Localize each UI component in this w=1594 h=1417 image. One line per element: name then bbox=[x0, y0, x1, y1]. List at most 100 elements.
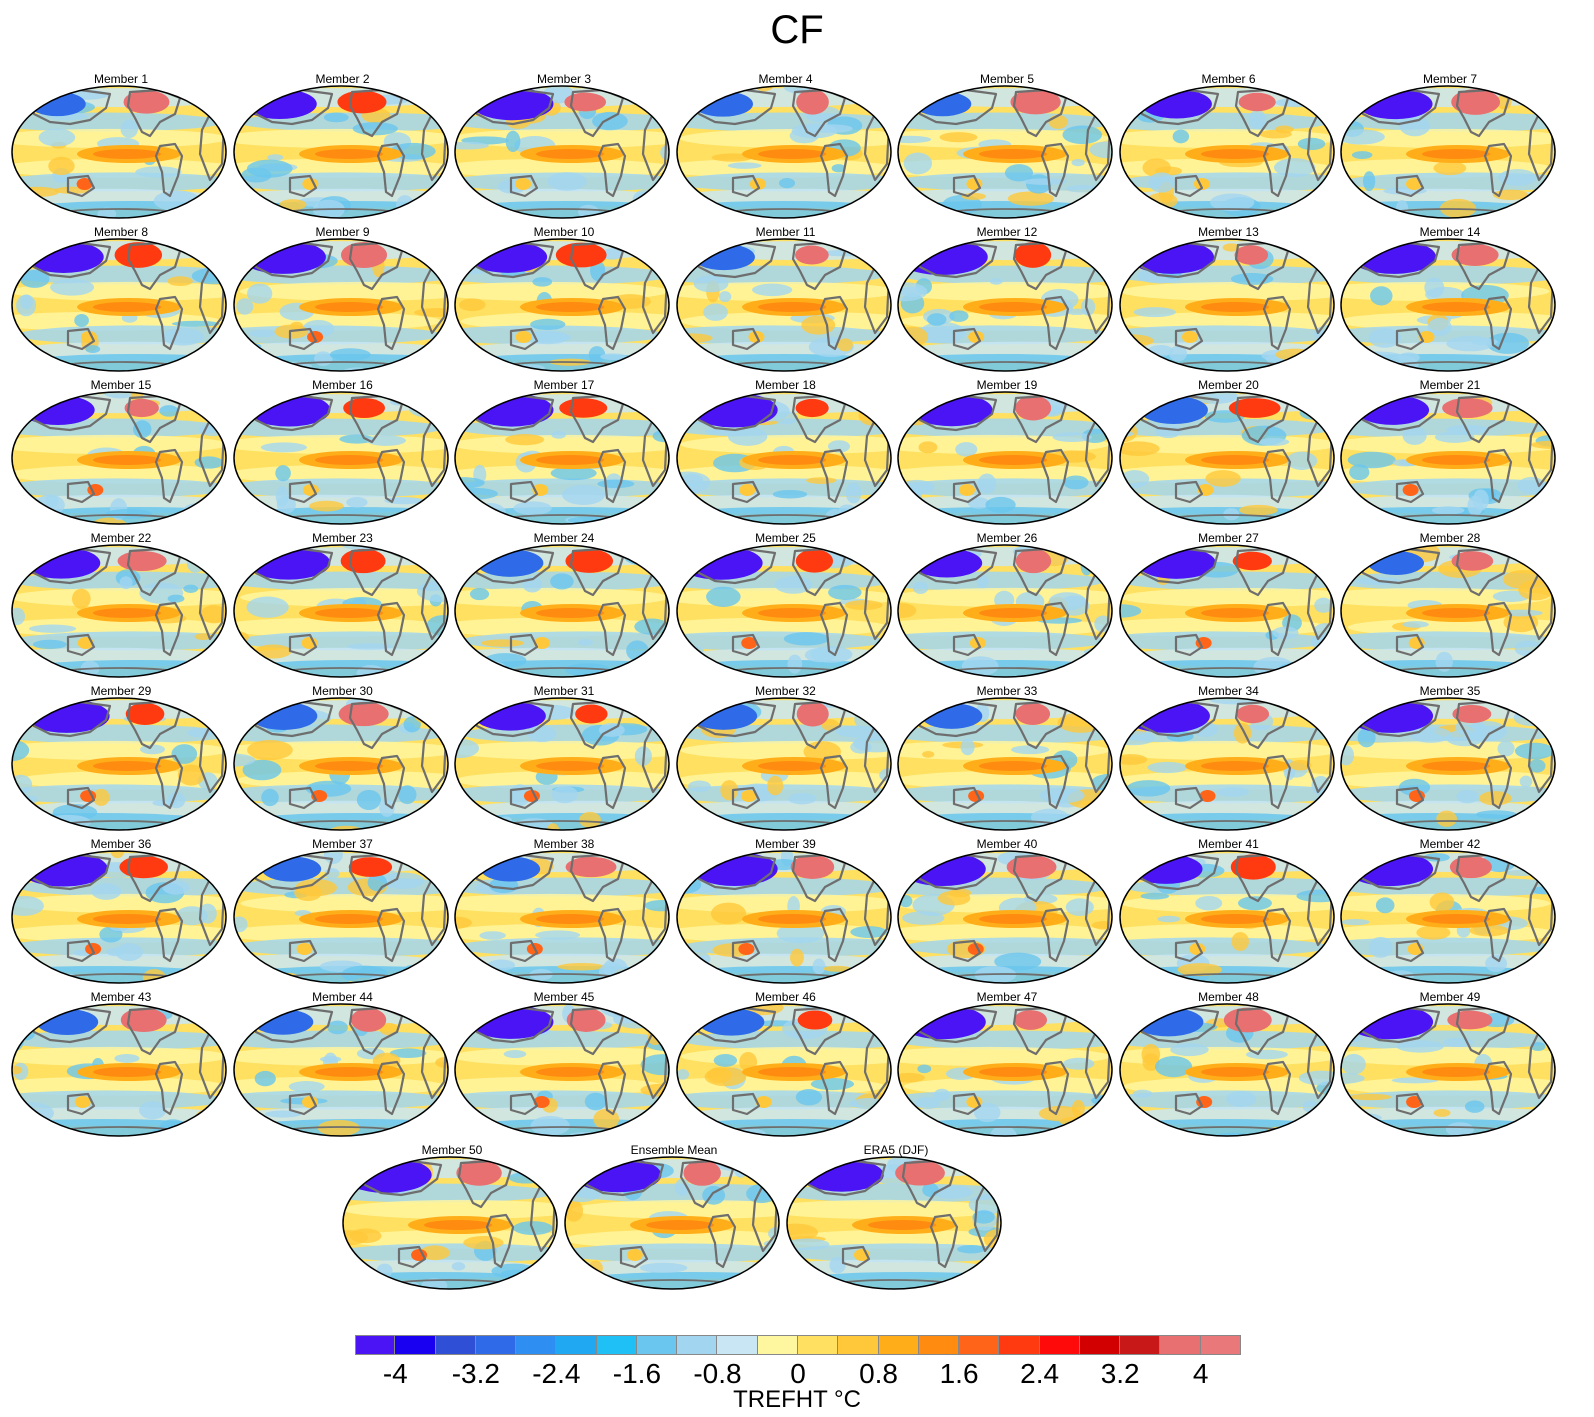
equatorial-warm-core bbox=[93, 761, 161, 771]
map-svg bbox=[1118, 850, 1335, 984]
panel-title: Member 39 bbox=[755, 837, 816, 851]
anomaly-blob bbox=[461, 211, 489, 218]
anomaly-blob bbox=[898, 1095, 908, 1108]
continent-outline bbox=[912, 88, 998, 126]
anomaly-blob bbox=[12, 1011, 32, 1024]
anomaly-blob bbox=[977, 473, 997, 494]
equatorial-warm-core bbox=[93, 1067, 161, 1077]
anomaly-blob bbox=[264, 1110, 301, 1118]
continent-outline bbox=[912, 241, 998, 279]
anomaly-blob bbox=[822, 965, 852, 972]
anomaly-blob bbox=[863, 953, 887, 974]
anomaly-blob bbox=[1531, 545, 1551, 553]
north-america-warm-anomaly bbox=[1223, 1007, 1272, 1033]
anomaly-blob bbox=[236, 102, 250, 117]
anomaly-blob bbox=[986, 1158, 1001, 1175]
anomaly-blob bbox=[135, 166, 182, 178]
eurasia-cold-anomaly bbox=[899, 851, 986, 887]
anomaly-blob bbox=[317, 1119, 360, 1136]
panel-title: Member 5 bbox=[979, 72, 1035, 86]
anomaly-blob bbox=[1530, 1042, 1546, 1052]
map-border bbox=[454, 238, 670, 372]
anomaly-blob bbox=[120, 119, 139, 139]
equatorial-warm-core bbox=[868, 1220, 936, 1230]
anomaly-band bbox=[455, 158, 669, 178]
anomaly-blob bbox=[1341, 918, 1370, 926]
anomaly-blob bbox=[644, 899, 669, 912]
anomaly-blob bbox=[705, 586, 741, 607]
map-svg bbox=[897, 697, 1113, 831]
map-border bbox=[675, 238, 892, 372]
continent-outline bbox=[66, 939, 96, 963]
anomaly-band bbox=[898, 770, 1112, 790]
map-panel: Member 34 bbox=[1118, 684, 1340, 834]
anomaly-blob bbox=[278, 199, 307, 211]
panel-title: Member 3 bbox=[536, 72, 592, 86]
anomaly-band bbox=[455, 740, 669, 760]
australia-anomaly bbox=[1181, 331, 1198, 343]
australia-anomaly bbox=[76, 178, 93, 190]
equatorial-warm-core bbox=[979, 455, 1047, 465]
anomaly-band bbox=[565, 1243, 779, 1263]
north-america-warm-anomaly bbox=[456, 1160, 502, 1186]
north-america-warm-anomaly bbox=[796, 701, 829, 727]
anomaly-blob bbox=[849, 926, 887, 938]
anomaly-blob bbox=[1349, 1093, 1392, 1101]
panel-title: Member 43 bbox=[90, 990, 152, 1004]
map-panel: Member 11 bbox=[675, 225, 897, 375]
anomaly-blob bbox=[323, 112, 349, 123]
map-border bbox=[454, 544, 670, 678]
map-panel: Member 19 bbox=[896, 378, 1118, 528]
equatorial-warm-core bbox=[1200, 149, 1269, 159]
north-america-warm-anomaly bbox=[340, 242, 387, 268]
anomaly-blob bbox=[254, 644, 291, 659]
map-border bbox=[232, 544, 449, 678]
map-panel: Member 35 bbox=[1339, 684, 1561, 834]
continent-outline bbox=[691, 853, 776, 891]
anomaly-blob bbox=[421, 1278, 448, 1289]
continent-outline bbox=[619, 1245, 649, 1269]
map-border bbox=[1118, 850, 1335, 984]
continent-outline bbox=[731, 327, 760, 351]
anomaly-blob bbox=[389, 1048, 426, 1059]
equatorial-warm-core bbox=[1200, 455, 1269, 465]
anomaly-blob bbox=[1141, 1043, 1160, 1065]
anomaly-blob bbox=[186, 554, 205, 573]
anomaly-band bbox=[12, 464, 226, 484]
continent-outline bbox=[509, 327, 539, 351]
map-svg bbox=[342, 1156, 558, 1290]
colorbar-bin bbox=[757, 1335, 798, 1354]
colorbar-bin bbox=[959, 1335, 1000, 1354]
anomaly-blob bbox=[20, 294, 33, 310]
continent-outline bbox=[288, 480, 317, 504]
anomaly-band bbox=[1119, 923, 1334, 943]
anomaly-band bbox=[455, 893, 669, 913]
continent-outline bbox=[66, 786, 96, 810]
anomaly-band bbox=[787, 1199, 1001, 1219]
continent-outline bbox=[1262, 907, 1291, 963]
anomaly-blob bbox=[939, 132, 978, 143]
continent-outline bbox=[1395, 786, 1425, 810]
map-border bbox=[232, 697, 449, 831]
anomaly-blob bbox=[119, 576, 133, 590]
colorbar-tick-label: -0.8 bbox=[693, 1358, 742, 1389]
equatorial-warm-core bbox=[536, 1067, 604, 1077]
continent-outline bbox=[66, 1092, 96, 1116]
continent-outline bbox=[1262, 754, 1291, 810]
colorbar-bin bbox=[1200, 1335, 1241, 1354]
continent-outline bbox=[731, 480, 760, 504]
panel-title: Member 6 bbox=[1201, 72, 1256, 86]
equatorial-warm-core bbox=[424, 1220, 492, 1230]
anomaly-blob bbox=[746, 1157, 779, 1165]
anomaly-blob bbox=[800, 315, 835, 335]
anomaly-blob bbox=[727, 162, 762, 169]
continent-outline bbox=[597, 754, 627, 810]
map-border bbox=[11, 544, 227, 678]
anomaly-blob bbox=[463, 1236, 504, 1250]
australia-anomaly bbox=[301, 1096, 318, 1108]
map-svg bbox=[675, 1003, 892, 1137]
anomaly-band bbox=[12, 1118, 223, 1136]
anomaly-blob bbox=[1154, 1056, 1192, 1078]
continent-outline bbox=[357, 1159, 443, 1197]
map-border bbox=[454, 85, 670, 219]
